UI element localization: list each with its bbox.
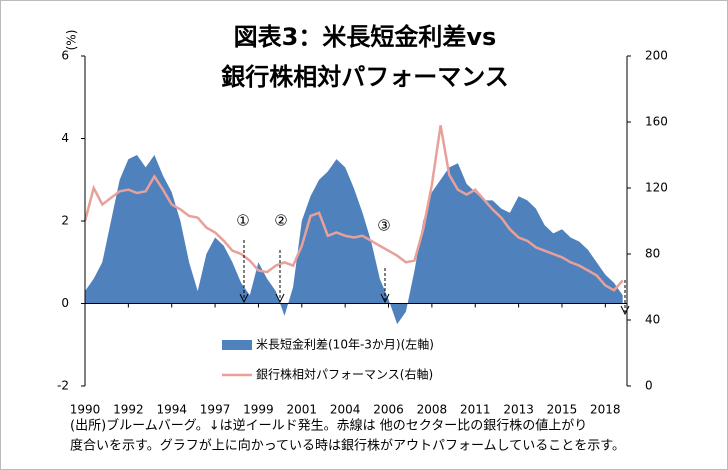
y2-tick-label: 0	[645, 379, 653, 393]
y-tick-label: 6	[61, 49, 69, 63]
y-tick-label: -2	[57, 379, 69, 393]
arrow-head	[620, 305, 630, 316]
x-tick-label: 1994	[156, 403, 187, 417]
x-tick-label: 1992	[113, 403, 144, 417]
chart-title: 銀行株相対パフォーマンス	[221, 63, 509, 91]
legend-label: 米長短金利差(10年-3か月)(左軸)	[256, 337, 434, 352]
x-tick-label: 2015	[547, 403, 578, 417]
chart-title: 図表3：米長短金利差vs	[234, 23, 497, 51]
annotation: ③	[377, 217, 390, 235]
annotation: ①	[236, 212, 249, 230]
y-tick-label: 2	[61, 214, 69, 228]
legend-label: 銀行株相対パフォーマンス(右軸)	[256, 367, 433, 382]
arrow-heads	[239, 293, 630, 316]
x-tick-label: 1990	[70, 403, 101, 417]
y2-tick-label: 40	[645, 313, 660, 327]
x-tick-label: 1997	[200, 403, 231, 417]
y-tick-label: 4	[61, 131, 69, 145]
y2-tick-label: 160	[645, 115, 668, 129]
inversion-arrows	[243, 240, 626, 312]
arrow-head	[239, 293, 249, 304]
spread-area	[85, 155, 623, 325]
x-tick-label: 2006	[373, 403, 404, 417]
x-tick-label: 2004	[330, 403, 361, 417]
x-tick-label: 2018	[590, 403, 621, 417]
x-tick-label: 2011	[460, 403, 491, 417]
y2-tick-label: 120	[645, 181, 668, 195]
x-tick-label: 1999	[243, 403, 274, 417]
annotation: ②	[274, 212, 287, 230]
y-tick-label: 0	[61, 296, 69, 310]
arrow-head	[380, 293, 390, 304]
y-axis-label: (%)	[65, 30, 79, 51]
x-tick-label: 2013	[503, 403, 534, 417]
y2-tick-label: 80	[645, 247, 660, 261]
arrow-head	[275, 293, 285, 304]
performance-line	[83, 125, 624, 292]
y2-tick-label: 200	[645, 49, 668, 63]
x-tick-label: 2001	[287, 403, 318, 417]
legend-swatch	[222, 340, 252, 350]
footnote: 度合いを示す。グラフが上に向かっている時は銀行株がアウトパフォームしていることを…	[70, 438, 625, 454]
footnote: (出所)ブルームバーグ。↓は逆イールド発生。赤線は 他のセクター比の銀行株の値上…	[70, 418, 587, 434]
x-tick-label: 2008	[417, 403, 448, 417]
